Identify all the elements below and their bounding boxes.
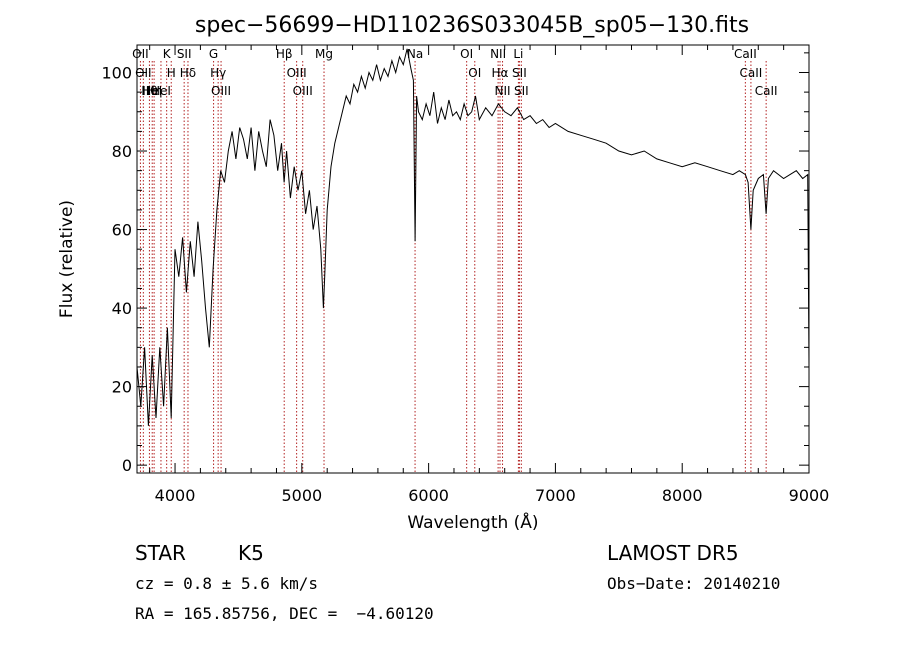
y-tick-label: 20	[112, 378, 132, 397]
line-marker-label: HeI	[151, 84, 171, 98]
line-marker-label: OII	[132, 47, 149, 61]
line-marker-label: Mg	[315, 47, 333, 61]
line-marker-label: Hα	[492, 66, 509, 80]
x-axis-ticks: 4000 5000 6000 7000 8000 9000	[149, 45, 830, 505]
y-tick-label: 60	[112, 221, 132, 240]
line-marker-label: CaII	[740, 66, 763, 80]
subclass: K5	[238, 541, 264, 565]
object-class: STAR	[135, 541, 186, 565]
line-marker-label: HeI	[142, 84, 162, 98]
line-marker-label: Hγ	[210, 66, 226, 80]
y-axis-label: Flux (relative)	[57, 200, 77, 318]
plot-frame	[136, 44, 810, 474]
chart-title: spec−56699−HD110236S033045B_sp05−130.fit…	[195, 13, 749, 38]
y-tick-label: 80	[112, 142, 132, 161]
line-marker-label: K	[163, 47, 172, 61]
line-marker-label: OIII	[211, 84, 231, 98]
line-marker-label: G	[209, 47, 218, 61]
line-marker-label: OIII	[287, 66, 307, 80]
line-marker-label: Hθ	[141, 84, 157, 98]
line-marker-label: CaII	[755, 84, 778, 98]
line-marker-label: NII	[490, 47, 506, 61]
line-marker-label: OIII	[293, 84, 313, 98]
x-tick-label: 5000	[281, 486, 322, 505]
line-marker-label: H	[167, 66, 176, 80]
line-marker-label: SII	[514, 84, 529, 98]
line-marker-label: Li	[513, 47, 523, 61]
line-marker-layer	[139, 61, 767, 473]
line-marker-label: Hβ	[276, 47, 293, 61]
x-tick-label: 6000	[408, 486, 449, 505]
y-tick-label: 0	[122, 456, 132, 475]
line-marker-label: OI	[460, 47, 473, 61]
coordinates: RA = 165.85756, DEC = −4.60120	[135, 604, 434, 623]
spectrum-line	[136, 48, 810, 426]
line-marker-label: OI	[468, 66, 481, 80]
line-label-layer: OIIOIIHθHeIHηHeIKHSIIHδGHγOIIIHβOIIIOIII…	[132, 47, 777, 98]
line-marker-label: CaII	[734, 47, 757, 61]
survey-name: LAMOST DR5	[607, 541, 739, 565]
line-marker-label: Hη	[146, 84, 163, 98]
x-tick-label: 9000	[789, 486, 830, 505]
x-tick-label: 7000	[535, 486, 576, 505]
x-axis-label: Wavelength (Å)	[407, 511, 538, 533]
redshift-cz: cz = 0.8 ± 5.6 km/s	[135, 574, 319, 593]
line-marker-label: Hδ	[180, 66, 196, 80]
observation-date: Obs−Date: 20140210	[607, 574, 781, 593]
line-marker-label: SII	[512, 66, 527, 80]
x-tick-label: 8000	[662, 486, 703, 505]
x-tick-label: 4000	[155, 486, 196, 505]
y-tick-label: 100	[101, 63, 132, 82]
line-marker-label: Na	[407, 47, 423, 61]
y-tick-label: 40	[112, 299, 132, 318]
line-marker-label: OII	[135, 66, 152, 80]
y-axis-ticks: 0 20 40 60 80 100	[101, 52, 809, 475]
line-marker-label: NII	[495, 84, 511, 98]
line-marker-label: SII	[177, 47, 192, 61]
